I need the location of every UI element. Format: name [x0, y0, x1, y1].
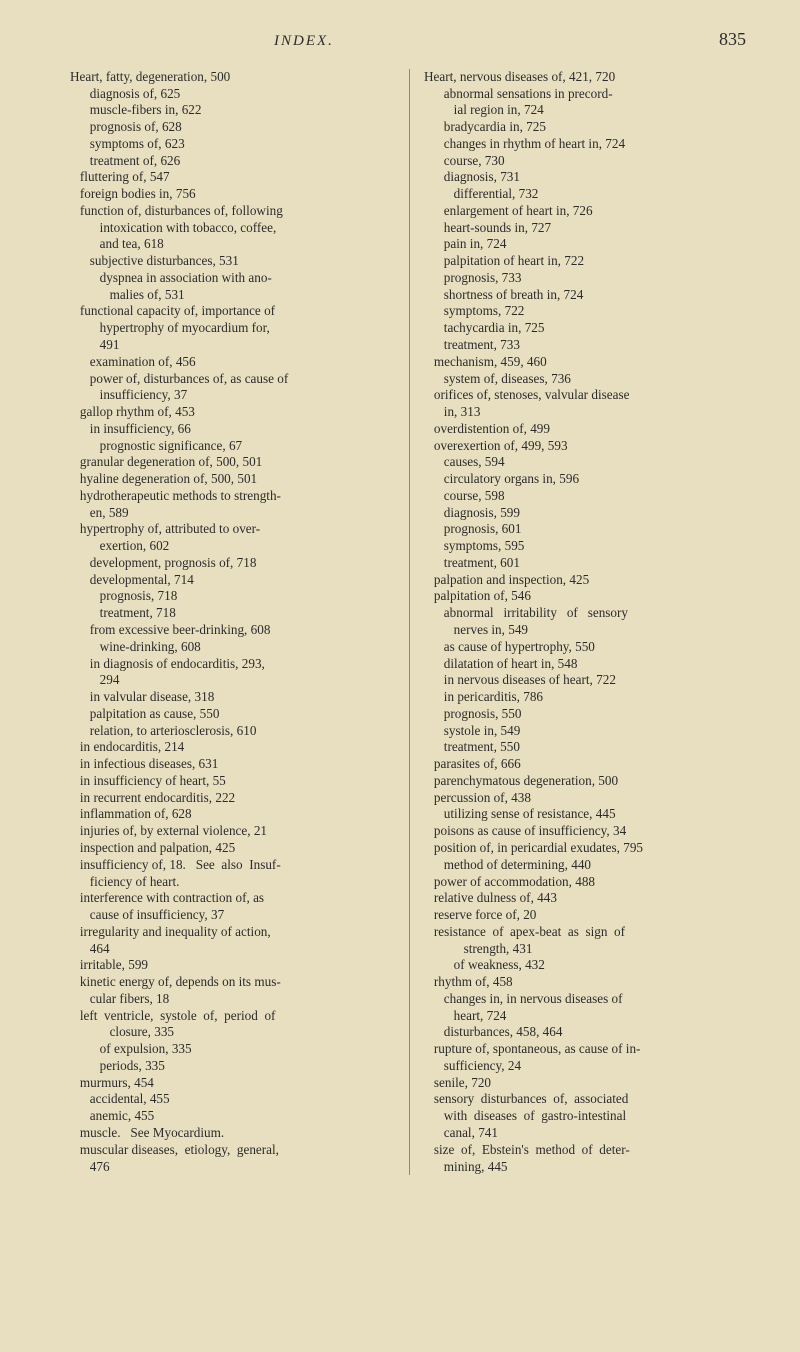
right-column-text: Heart, nervous diseases of, 421, 720 abn…	[424, 69, 750, 1176]
left-column-text: Heart, fatty, degeneration, 500 diagnosi…	[70, 69, 395, 1176]
header-title: INDEX.	[274, 32, 334, 51]
left-column: Heart, fatty, degeneration, 500 diagnosi…	[70, 69, 410, 1176]
page-number: 835	[719, 28, 746, 51]
index-columns: Heart, fatty, degeneration, 500 diagnosi…	[70, 69, 750, 1176]
index-page: INDEX. 835 Heart, fatty, degeneration, 5…	[0, 0, 800, 1195]
right-column: Heart, nervous diseases of, 421, 720 abn…	[410, 69, 750, 1176]
page-header: INDEX. 835	[70, 28, 750, 51]
